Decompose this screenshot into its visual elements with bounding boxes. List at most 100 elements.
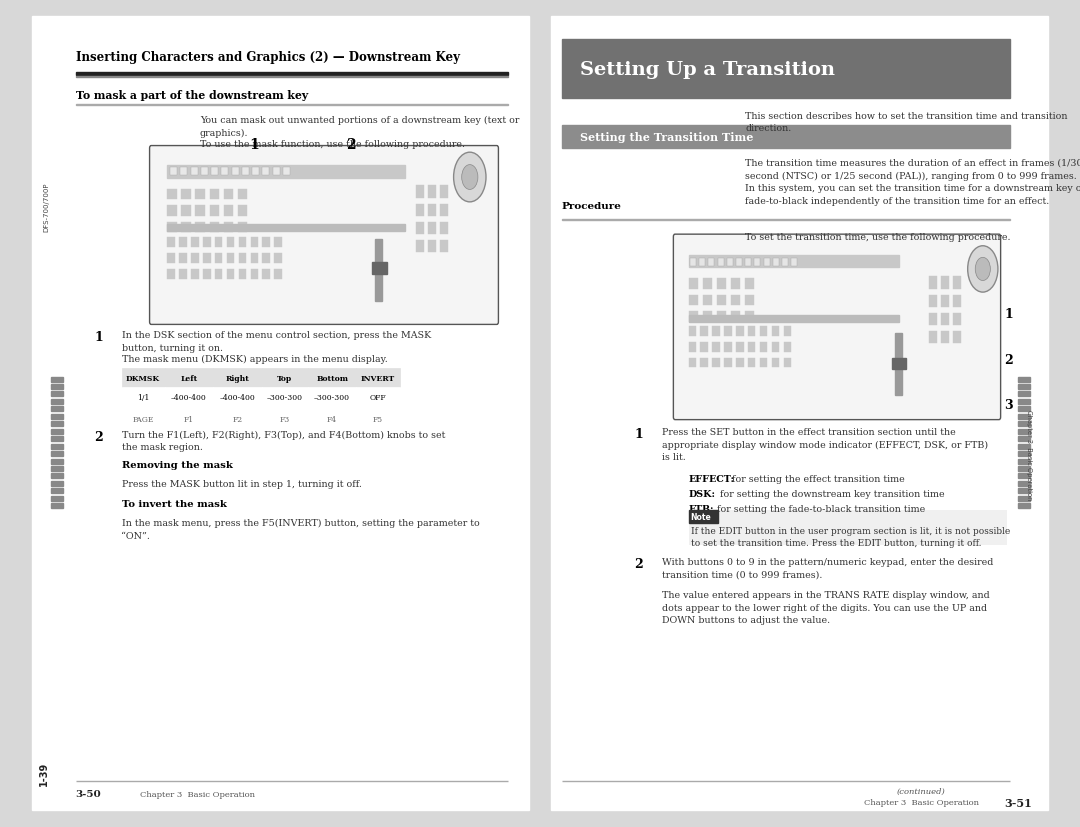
Bar xyxy=(181,222,191,233)
Text: This section describes how to set the transition time and transition
direction.: This section describes how to set the tr… xyxy=(745,112,1068,133)
Bar xyxy=(227,270,234,280)
Text: OFF: OFF xyxy=(369,394,387,401)
Bar xyxy=(1017,414,1030,419)
Bar xyxy=(179,238,187,248)
Bar xyxy=(772,327,780,337)
Bar xyxy=(724,342,732,352)
Bar xyxy=(167,225,405,232)
Bar xyxy=(700,259,705,266)
Bar xyxy=(689,358,697,368)
Bar xyxy=(730,312,741,323)
Bar xyxy=(700,342,708,352)
Bar xyxy=(261,388,308,407)
Bar xyxy=(941,313,949,326)
Text: You can mask out unwanted portions of a downstream key (text or
graphics).: You can mask out unwanted portions of a … xyxy=(200,116,519,137)
Text: 2: 2 xyxy=(1004,353,1013,366)
Bar xyxy=(212,168,218,176)
Bar xyxy=(191,238,199,248)
Bar xyxy=(52,489,63,494)
Bar xyxy=(440,204,448,217)
Bar xyxy=(689,312,699,323)
Bar xyxy=(1017,407,1030,412)
Bar xyxy=(1017,452,1030,457)
Bar xyxy=(52,422,63,427)
Bar xyxy=(224,222,233,233)
Text: EFFECT:: EFFECT: xyxy=(689,475,734,484)
Bar xyxy=(167,254,175,264)
Bar xyxy=(214,369,261,388)
Bar xyxy=(167,270,175,280)
Text: Left: Left xyxy=(180,375,198,382)
Bar xyxy=(191,254,199,264)
Bar xyxy=(1017,429,1030,434)
Bar xyxy=(791,259,797,266)
Bar xyxy=(1017,437,1030,442)
Bar xyxy=(239,254,246,264)
Text: Chapter 3  Basic Operation: Chapter 3 Basic Operation xyxy=(1026,409,1031,500)
Bar xyxy=(737,327,744,337)
Text: Inserting Characters and Graphics (2) — Downstream Key: Inserting Characters and Graphics (2) — … xyxy=(76,51,460,65)
Bar xyxy=(562,126,1010,149)
Bar xyxy=(1017,489,1030,494)
Circle shape xyxy=(462,165,478,190)
Bar xyxy=(203,270,211,280)
Bar xyxy=(784,327,791,337)
Bar xyxy=(195,206,205,217)
Bar xyxy=(224,189,233,200)
Bar xyxy=(201,168,207,176)
Text: (continued): (continued) xyxy=(896,786,945,795)
Bar xyxy=(745,312,754,323)
Bar xyxy=(372,263,387,275)
Bar xyxy=(251,270,258,280)
Text: FTB:: FTB: xyxy=(689,504,714,514)
Bar xyxy=(52,437,63,442)
Bar xyxy=(747,327,756,337)
Text: In the DSK section of the menu control section, press the MASK
button, turning i: In the DSK section of the menu control s… xyxy=(121,331,431,352)
Circle shape xyxy=(454,153,486,203)
Bar xyxy=(52,496,63,501)
Text: DSK:: DSK: xyxy=(689,490,715,499)
Text: for setting the effect transition time: for setting the effect transition time xyxy=(729,475,905,484)
Bar xyxy=(1017,422,1030,427)
Text: Procedure: Procedure xyxy=(562,202,621,211)
Text: INVERT: INVERT xyxy=(361,375,395,382)
Bar xyxy=(52,474,63,479)
Bar xyxy=(440,186,448,198)
Bar xyxy=(782,259,788,266)
Bar xyxy=(274,238,282,248)
Bar xyxy=(717,295,727,306)
Bar xyxy=(689,256,899,268)
Text: F4: F4 xyxy=(327,415,337,423)
Bar xyxy=(1017,496,1030,501)
Text: Setting Up a Transition: Setting Up a Transition xyxy=(581,60,836,79)
Bar xyxy=(1017,385,1030,390)
Bar xyxy=(261,369,308,388)
Bar xyxy=(760,327,767,337)
Bar xyxy=(52,481,63,486)
Bar xyxy=(167,222,177,233)
Bar xyxy=(238,189,247,200)
Bar xyxy=(895,333,902,395)
Bar xyxy=(215,254,222,264)
Bar xyxy=(52,377,63,382)
Text: Press the SET button in the effect transition section until the
appropriate disp: Press the SET button in the effect trans… xyxy=(661,428,987,461)
Bar xyxy=(356,388,400,407)
Bar xyxy=(52,414,63,419)
Text: PAGE: PAGE xyxy=(133,415,153,423)
Bar xyxy=(689,510,718,523)
Bar xyxy=(179,270,187,280)
Bar xyxy=(717,279,727,289)
Text: With buttons 0 to 9 in the pattern/numeric keypad, enter the desired
transition : With buttons 0 to 9 in the pattern/numer… xyxy=(661,557,993,579)
Bar xyxy=(76,781,508,782)
Bar xyxy=(121,369,164,388)
Bar xyxy=(215,238,222,248)
Bar xyxy=(562,781,1010,782)
Text: –400-400: –400-400 xyxy=(171,394,207,401)
Bar xyxy=(713,342,720,352)
Text: Top: Top xyxy=(278,375,293,382)
Bar xyxy=(737,342,744,352)
Bar xyxy=(356,369,400,388)
Bar xyxy=(724,358,732,368)
Bar xyxy=(238,206,247,217)
FancyBboxPatch shape xyxy=(674,235,1000,420)
